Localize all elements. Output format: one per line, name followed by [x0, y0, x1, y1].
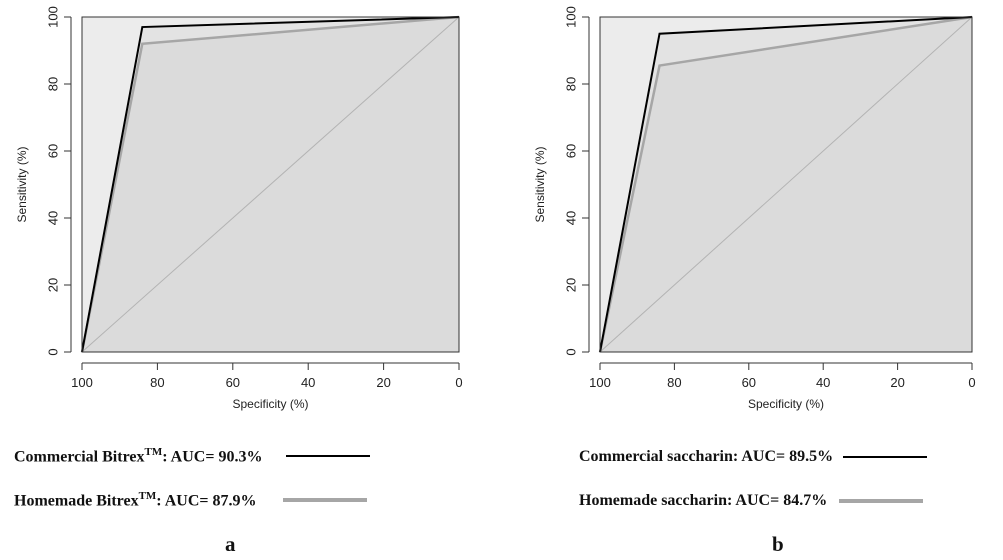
- y-tick-label: 40: [45, 211, 60, 225]
- legend-line-swatch: [282, 498, 367, 503]
- x-tick-label: 100: [589, 375, 611, 390]
- y-tick-label: 80: [45, 77, 60, 91]
- x-tick-label: 20: [890, 375, 904, 390]
- legend-item-commercial-saccharin: Commercial saccharin: AUC= 89.5%: [579, 448, 928, 466]
- roc-curve-commercial: [81, 16, 460, 353]
- auc-value: : AUC= 84.7%: [726, 492, 828, 509]
- x-tick-label: 60: [226, 375, 240, 390]
- legend-label: Commercial saccharin: AUC= 89.5%: [579, 448, 833, 466]
- auc-value: : AUC= 89.5%: [732, 448, 834, 465]
- y-axis-title: Sensitivity (%): [15, 146, 29, 222]
- y-tick-label: 40: [563, 211, 578, 225]
- reference-diagonal-line: [81, 16, 460, 353]
- legend-line-swatch: [839, 499, 924, 503]
- y-tick-label: 60: [45, 144, 60, 158]
- series-name: Commercial saccharin: [579, 448, 733, 465]
- x-tick-label: 80: [667, 375, 681, 390]
- roc-chart-b: 100 80 60 40 20 0 Specificity (%) 0 20 40 60 80 100 S…: [533, 6, 975, 411]
- legend-line-swatch: [286, 455, 371, 458]
- legend-label: Homemade saccharin: AUC= 84.7%: [579, 492, 827, 510]
- reference-diagonal-line: [599, 16, 973, 353]
- x-axis-title: Specificity (%): [748, 397, 824, 411]
- panel-label-b: b: [772, 532, 784, 556]
- legend-item-commercial-bitrex: Commercial BitrexTM: AUC= 90.3%: [14, 446, 371, 466]
- x-tick-label: 20: [376, 375, 390, 390]
- y-tick-label: 100: [45, 6, 60, 28]
- legend-item-homemade-saccharin: Homemade saccharin: AUC= 84.7%: [579, 492, 924, 510]
- x-tick-label: 80: [150, 375, 164, 390]
- series-name: Commercial Bitrex: [14, 448, 145, 466]
- panel-label-a: a: [225, 532, 236, 556]
- roc-curve-homemade: [80, 15, 460, 353]
- plot-frame: [599, 16, 973, 353]
- x-tick-label: 0: [968, 375, 975, 390]
- y-tick-label: 20: [563, 278, 578, 292]
- x-axis-title: Specificity (%): [232, 397, 308, 411]
- series-name: Homemade saccharin: [579, 492, 727, 509]
- legend-item-homemade-bitrex: Homemade BitrexTM: AUC= 87.9%: [14, 490, 367, 510]
- legend-line-swatch: [843, 456, 928, 458]
- auc-value: : AUC= 87.9%: [156, 492, 257, 510]
- roc-chart-a: 100 80 60 40 20 0 Specificity (%) 0 20 40 60 80 100 S…: [15, 6, 462, 411]
- trademark-sup: TM: [138, 490, 157, 502]
- y-tick-label: 20: [45, 278, 60, 292]
- legend-label: Homemade BitrexTM: AUC= 87.9%: [14, 490, 257, 510]
- x-tick-label: 0: [455, 375, 462, 390]
- roc-curve-commercial: [599, 16, 973, 353]
- roc-panel-b: 100 80 60 40 20 0 Specificity (%) 0 20 40 60 80 100 S…: [501, 0, 1002, 560]
- series-name: Homemade Bitrex: [14, 492, 139, 510]
- y-tick-label: 0: [45, 348, 60, 355]
- y-tick-label: 60: [563, 144, 578, 158]
- y-tick-label: 100: [563, 6, 578, 28]
- x-tick-label: 60: [742, 375, 756, 390]
- x-tick-label: 40: [816, 375, 830, 390]
- y-tick-label: 0: [563, 348, 578, 355]
- plot-frame: [81, 16, 460, 353]
- auc-value: : AUC= 90.3%: [162, 448, 263, 466]
- x-tick-label: 40: [301, 375, 315, 390]
- roc-curve-homemade: [598, 15, 973, 353]
- roc-panel-a: 100 80 60 40 20 0 Specificity (%) 0 20 40 60 80 100 S…: [0, 0, 501, 560]
- y-tick-label: 80: [563, 77, 578, 91]
- x-tick-label: 100: [71, 375, 93, 390]
- y-axis-title: Sensitivity (%): [533, 146, 547, 222]
- trademark-sup: TM: [144, 446, 163, 458]
- legend-label: Commercial BitrexTM: AUC= 90.3%: [14, 446, 262, 466]
